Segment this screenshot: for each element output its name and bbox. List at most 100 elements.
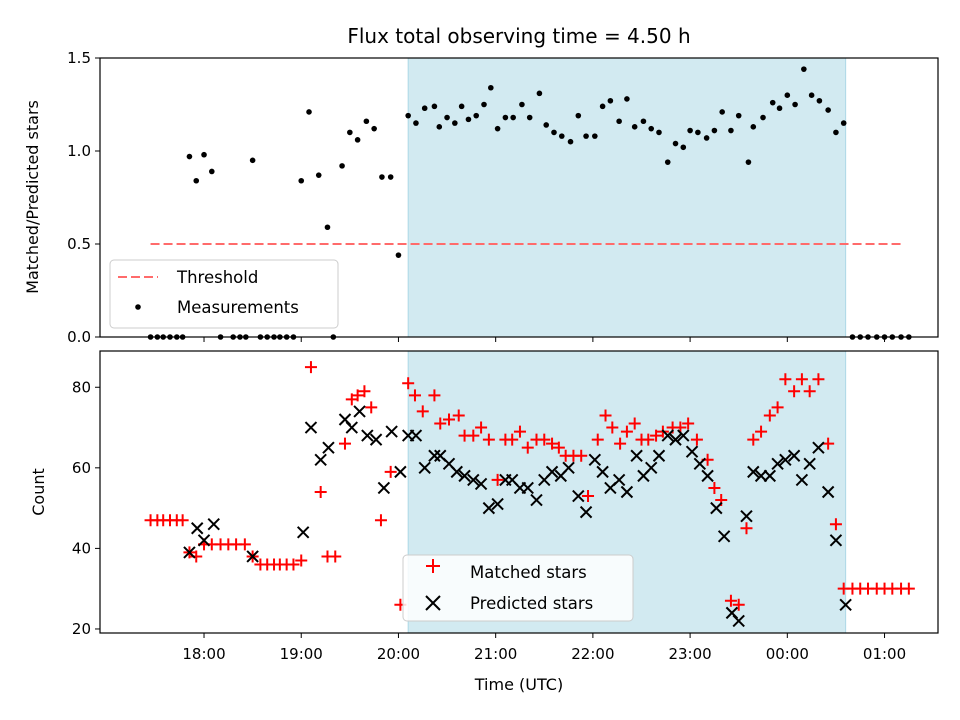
bottom-legend: Matched stars Predicted stars (402, 554, 634, 622)
matched-star-marker (902, 582, 915, 595)
matched-star-marker (620, 425, 633, 438)
predicted-star-marker (787, 449, 801, 462)
matched-star-marker (467, 429, 480, 442)
top-y-tick-label: 0.0 (67, 328, 91, 346)
predicted-star-marker (685, 445, 699, 458)
measurement-point (735, 112, 742, 119)
matched-star-marker (408, 389, 421, 402)
predicted-star-marker (353, 405, 366, 418)
measurement-point (452, 120, 458, 126)
predicted-star-marker (191, 522, 204, 535)
predicted-star-marker (361, 429, 374, 442)
measurement-point (825, 107, 831, 113)
predicted-star-marker (530, 493, 543, 507)
matched-star-marker (650, 429, 663, 442)
top-y-tick-label: 1.5 (67, 49, 91, 67)
predicted-star-marker (197, 534, 211, 547)
matched-star-marker (491, 473, 504, 486)
top-x-ticks (203, 337, 886, 342)
measurement-point (558, 133, 565, 139)
measurement-point (607, 97, 614, 104)
matched-star-marker (521, 441, 534, 454)
x-tick-label: 23:00 (668, 645, 711, 663)
predicted-star-marker (521, 481, 534, 495)
matched-star-marker (238, 538, 251, 551)
measurement-point (526, 114, 533, 121)
matched-star-marker (176, 514, 189, 527)
measurement-point (784, 92, 791, 98)
measurement-point (510, 114, 516, 121)
measurement-point (354, 137, 361, 143)
predicted-star-marker (803, 457, 816, 471)
measurement-point (583, 133, 589, 139)
predicted-star-marker (717, 530, 731, 543)
matched-star-marker (482, 433, 495, 446)
measurement-point (502, 114, 509, 121)
matched-star-marker (724, 594, 737, 607)
x-tick-label: 21:00 (474, 645, 517, 663)
measurement-point (298, 177, 305, 184)
predicted-star-marker (207, 518, 220, 531)
predicted-star-marker (562, 461, 575, 475)
measurement-point (421, 105, 428, 112)
measurement-point (567, 138, 574, 145)
measurement-point (458, 103, 465, 110)
measurement-point (745, 159, 752, 165)
matched-star-marker (599, 409, 612, 422)
matched-star-marker (682, 417, 695, 430)
measurement-point (631, 124, 638, 130)
matched-star-marker (732, 598, 745, 611)
bottom-x-ticks: 18:00 19:00 20:00 21:00 22:00 23:00 00:00 01:00 (182, 633, 906, 663)
matched-star-marker (614, 437, 627, 450)
predicted-star-marker (572, 489, 585, 503)
measurement-point (208, 168, 215, 175)
predicted-star-marker (467, 473, 480, 487)
predicted-star-marker (829, 534, 843, 547)
measurement-point (687, 127, 693, 134)
predicted-star-marker (821, 485, 835, 499)
legend-measurements-label: Measurements (177, 298, 299, 317)
measurement-point (776, 105, 783, 112)
measurement-point (719, 109, 725, 115)
measurement-point (728, 127, 734, 134)
predicted-star-marker (296, 526, 310, 539)
predicted-star-marker (747, 465, 760, 479)
matched-star-marker (763, 409, 776, 422)
top-y-tick-label: 0.5 (67, 235, 91, 253)
matched-star-marker (452, 409, 465, 422)
measurement-point (616, 118, 622, 125)
matched-star-marker (575, 449, 588, 462)
measurement-point (750, 124, 757, 130)
predicted-star-marker (345, 421, 358, 434)
legend-predicted-label: Predicted stars (470, 594, 593, 613)
predicted-star-marker (246, 550, 259, 563)
matched-star-marker (329, 550, 342, 563)
matched-star-marker (755, 425, 768, 438)
predicted-star-marker (314, 453, 327, 466)
measurement-point (413, 120, 419, 126)
measurement-point (519, 101, 525, 108)
measurement-point (695, 129, 701, 136)
measurement-point (840, 120, 847, 126)
measurement-point (792, 101, 798, 108)
measurement-point (711, 127, 718, 134)
matched-star-marker (829, 518, 842, 531)
predicted-star-marker (377, 481, 391, 495)
measurement-point (769, 99, 776, 106)
matched-star-marker (771, 401, 784, 414)
predicted-star-marker (630, 449, 643, 462)
predicted-star-marker (652, 449, 666, 462)
measurement-point (444, 114, 450, 121)
measurement-point (808, 92, 815, 98)
x-tick-label: 20:00 (377, 645, 420, 663)
measurement-point (465, 116, 472, 123)
measurement-point (801, 66, 807, 72)
matched-star-marker (795, 373, 808, 386)
predicted-star-marker (322, 441, 335, 454)
measurement-point (186, 153, 193, 160)
matched-star-marker (351, 389, 364, 402)
measurement-point (664, 159, 671, 165)
measurement-point (395, 252, 402, 258)
measurement-point (536, 90, 543, 97)
measurement-point (551, 129, 557, 136)
